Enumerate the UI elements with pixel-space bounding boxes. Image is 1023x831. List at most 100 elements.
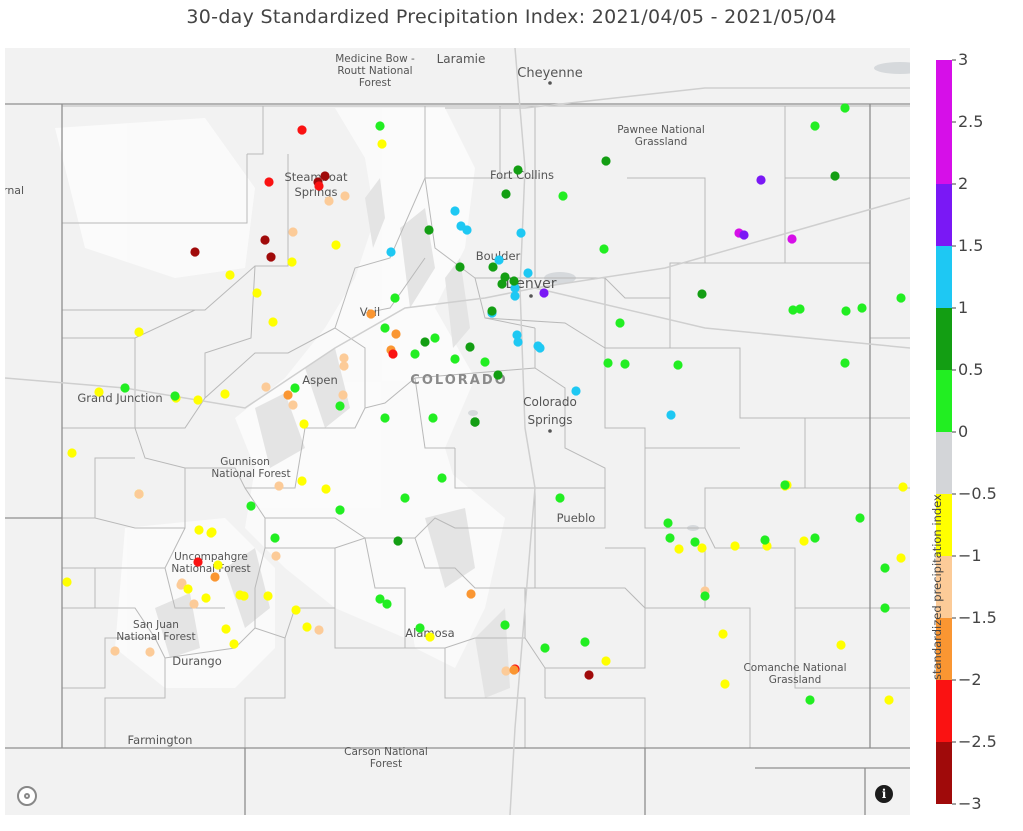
station-marker[interactable] — [193, 557, 203, 567]
station-marker[interactable] — [110, 646, 120, 656]
station-marker[interactable] — [488, 262, 498, 272]
station-marker[interactable] — [375, 121, 385, 131]
map-panel[interactable]: Medicine Bow - Routt National Forest Lar… — [5, 48, 910, 815]
station-marker[interactable] — [201, 593, 211, 603]
station-marker[interactable] — [177, 578, 187, 588]
station-marker[interactable] — [430, 333, 440, 343]
station-marker[interactable] — [297, 125, 307, 135]
station-marker[interactable] — [380, 323, 390, 333]
station-marker[interactable] — [480, 357, 490, 367]
station-marker[interactable] — [470, 417, 480, 427]
station-marker[interactable] — [335, 401, 345, 411]
station-marker[interactable] — [540, 643, 550, 653]
station-marker[interactable] — [501, 189, 511, 199]
station-marker[interactable] — [697, 543, 707, 553]
station-marker[interactable] — [857, 303, 867, 313]
station-marker[interactable] — [274, 481, 284, 491]
station-marker[interactable] — [487, 306, 497, 316]
station-marker[interactable] — [780, 480, 790, 490]
station-marker[interactable] — [366, 309, 376, 319]
station-marker[interactable] — [509, 276, 519, 286]
station-marker[interactable] — [535, 343, 545, 353]
station-marker[interactable] — [601, 656, 611, 666]
station-marker[interactable] — [291, 605, 301, 615]
station-marker[interactable] — [510, 291, 520, 301]
station-marker[interactable] — [462, 225, 472, 235]
station-marker[interactable] — [391, 329, 401, 339]
station-marker[interactable] — [558, 191, 568, 201]
station-marker[interactable] — [266, 252, 276, 262]
station-marker[interactable] — [335, 505, 345, 515]
station-marker[interactable] — [425, 632, 435, 642]
station-marker[interactable] — [840, 358, 850, 368]
station-marker[interactable] — [377, 139, 387, 149]
station-marker[interactable] — [666, 410, 676, 420]
station-marker[interactable] — [450, 354, 460, 364]
station-marker[interactable] — [194, 525, 204, 535]
station-marker[interactable] — [252, 288, 262, 298]
station-marker[interactable] — [841, 306, 851, 316]
station-marker[interactable] — [62, 577, 72, 587]
station-marker[interactable] — [134, 489, 144, 499]
station-marker[interactable] — [320, 171, 330, 181]
station-marker[interactable] — [213, 560, 223, 570]
station-marker[interactable] — [494, 255, 504, 265]
station-marker[interactable] — [603, 358, 613, 368]
station-marker[interactable] — [501, 666, 511, 676]
map-logo-icon[interactable] — [17, 786, 37, 806]
info-icon[interactable]: i — [875, 785, 893, 803]
station-marker[interactable] — [665, 533, 675, 543]
station-marker[interactable] — [220, 389, 230, 399]
station-marker[interactable] — [290, 383, 300, 393]
station-markers[interactable] — [62, 103, 908, 705]
station-marker[interactable] — [799, 536, 809, 546]
station-marker[interactable] — [145, 647, 155, 657]
station-marker[interactable] — [393, 536, 403, 546]
station-marker[interactable] — [263, 591, 273, 601]
station-marker[interactable] — [120, 383, 130, 393]
station-marker[interactable] — [455, 262, 465, 272]
station-marker[interactable] — [510, 283, 520, 293]
station-marker[interactable] — [207, 527, 217, 537]
station-marker[interactable] — [302, 622, 312, 632]
station-marker[interactable] — [382, 599, 392, 609]
station-marker[interactable] — [466, 589, 476, 599]
station-marker[interactable] — [314, 181, 324, 191]
station-marker[interactable] — [288, 227, 298, 237]
station-marker[interactable] — [339, 361, 349, 371]
station-marker[interactable] — [539, 288, 549, 298]
station-marker[interactable] — [189, 599, 199, 609]
station-marker[interactable] — [420, 337, 430, 347]
station-marker[interactable] — [297, 476, 307, 486]
station-marker[interactable] — [225, 270, 235, 280]
station-marker[interactable] — [170, 391, 180, 401]
station-marker[interactable] — [690, 537, 700, 547]
station-marker[interactable] — [380, 413, 390, 423]
station-marker[interactable] — [465, 342, 475, 352]
station-marker[interactable] — [663, 518, 673, 528]
station-marker[interactable] — [880, 603, 890, 613]
station-marker[interactable] — [314, 625, 324, 635]
station-marker[interactable] — [810, 533, 820, 543]
station-marker[interactable] — [601, 156, 611, 166]
station-marker[interactable] — [386, 247, 396, 257]
station-marker[interactable] — [836, 640, 846, 650]
station-marker[interactable] — [260, 235, 270, 245]
station-marker[interactable] — [299, 419, 309, 429]
station-marker[interactable] — [339, 353, 349, 363]
station-marker[interactable] — [239, 591, 249, 601]
station-marker[interactable] — [221, 624, 231, 634]
station-marker[interactable] — [718, 629, 728, 639]
station-marker[interactable] — [264, 177, 274, 187]
station-marker[interactable] — [795, 304, 805, 314]
station-marker[interactable] — [896, 293, 906, 303]
station-marker[interactable] — [338, 390, 348, 400]
station-marker[interactable] — [331, 240, 341, 250]
station-marker[interactable] — [400, 493, 410, 503]
station-marker[interactable] — [697, 289, 707, 299]
station-marker[interactable] — [388, 349, 398, 359]
station-marker[interactable] — [830, 171, 840, 181]
station-marker[interactable] — [673, 360, 683, 370]
station-marker[interactable] — [787, 234, 797, 244]
station-marker[interactable] — [880, 563, 890, 573]
